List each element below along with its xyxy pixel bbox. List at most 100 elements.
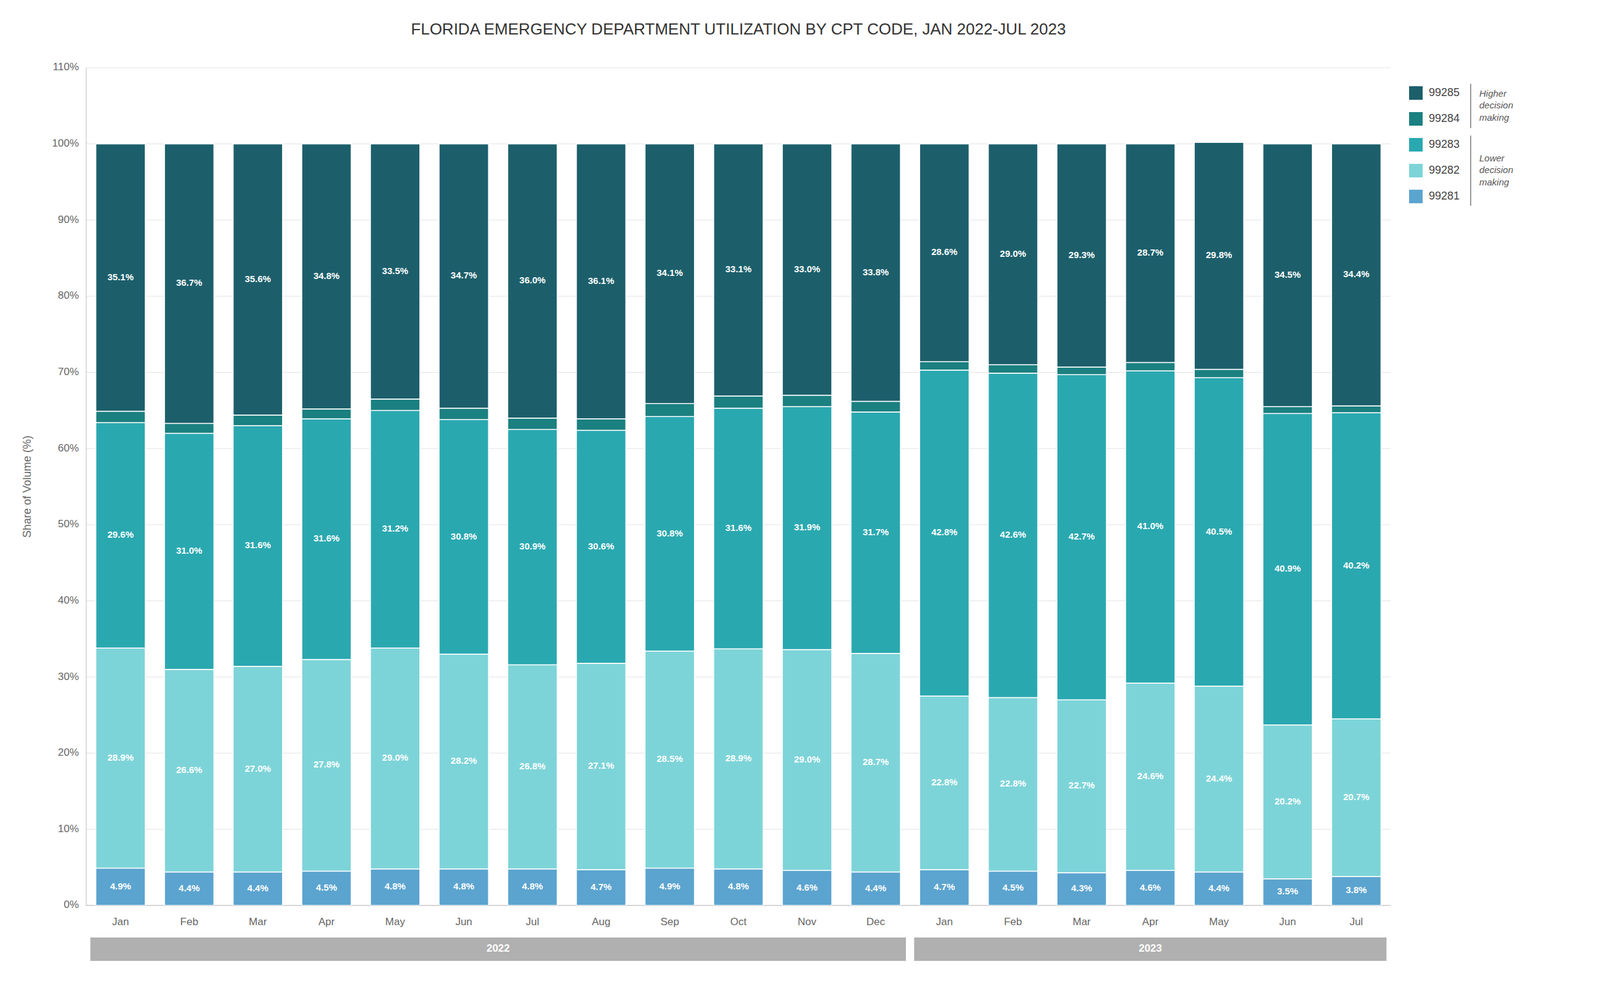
y-tick-label: 0% <box>63 898 79 911</box>
data-label: 31.9% <box>793 521 821 533</box>
bar-segment <box>1331 876 1381 906</box>
data-label: 40.2% <box>1343 559 1370 571</box>
bar-segment <box>96 144 146 412</box>
data-label: 34.7% <box>450 269 478 281</box>
legend-label: 99283 <box>1428 137 1460 151</box>
bar-segment <box>851 653 901 873</box>
bar-segment <box>782 870 832 906</box>
data-label: 36.1% <box>588 275 615 286</box>
x-tick-label: Jul <box>1349 915 1363 928</box>
data-label: 4.6% <box>796 881 818 893</box>
data-labels: 4.9%4.4%4.4%4.5%4.8%4.8%4.8%4.7%4.9%4.8%… <box>107 246 1370 897</box>
data-label: 27.0% <box>244 763 271 774</box>
data-label: 30.9% <box>519 540 546 552</box>
bar-segment <box>1056 367 1107 375</box>
legend: 9928599284992839928299281 <box>1409 86 1460 204</box>
bar-segment <box>782 649 832 871</box>
bar-segment <box>1263 413 1313 725</box>
bar-segment <box>1125 144 1176 363</box>
bar-segment <box>233 144 283 416</box>
y-axis: 0%10%20%30%40%50%60%70%80%90%100%110% <box>52 60 1391 911</box>
y-tick-label: 20% <box>57 746 79 759</box>
bar-segment <box>713 395 764 409</box>
data-label: 26.6% <box>176 764 203 775</box>
bar-segment <box>851 412 901 654</box>
bar-segment <box>919 370 969 696</box>
chart: FLORIDA EMERGENCY DEPARTMENT UTILIZATION… <box>0 0 1600 1004</box>
data-label: 4.4% <box>865 882 887 893</box>
data-label: 31.6% <box>313 532 340 544</box>
data-label: 28.9% <box>725 752 752 764</box>
y-axis-line <box>86 67 87 906</box>
x-tick-label: Apr <box>318 915 336 928</box>
data-label: 4.9% <box>658 880 680 892</box>
x-tick-label: Dec <box>866 915 886 928</box>
bar-segment <box>644 867 695 906</box>
background <box>0 0 1600 1004</box>
y-tick-label: 80% <box>57 289 79 302</box>
bar-segment <box>1056 872 1107 906</box>
data-label: 3.5% <box>1277 885 1299 897</box>
data-label: 28.5% <box>656 753 683 764</box>
grid-line <box>86 67 1391 69</box>
data-label: 28.9% <box>107 751 134 763</box>
bar-segment <box>96 411 146 424</box>
bar-segment <box>370 144 421 400</box>
y-tick-label: 90% <box>57 213 79 226</box>
legend-swatch <box>1409 137 1423 152</box>
y-tick-label: 110% <box>52 60 79 73</box>
bar-segment <box>988 144 1038 366</box>
data-label: 4.4% <box>1208 882 1230 893</box>
bar-segment <box>507 429 557 665</box>
bar-segment <box>507 418 557 430</box>
bar-segment <box>988 697 1038 871</box>
x-tick-label: Jan <box>936 915 953 928</box>
bar-segment <box>370 410 421 648</box>
x-tick-label: Jul <box>525 915 540 928</box>
annotations: 20222023HigherdecisionmakingLowerdecisio… <box>90 83 1514 961</box>
bar-segment <box>439 868 489 906</box>
data-label: 34.5% <box>1274 269 1302 280</box>
data-label: 29.8% <box>1205 249 1233 260</box>
text-line: making <box>1479 111 1510 122</box>
bracket <box>1470 83 1472 129</box>
year-label: 2022 <box>486 942 510 954</box>
bar-segment <box>370 399 421 411</box>
data-label: 34.4% <box>1343 268 1370 279</box>
bar-segment <box>233 872 283 906</box>
data-label: 34.8% <box>313 270 340 281</box>
bar-segment <box>919 695 969 870</box>
bar-segment <box>919 869 969 906</box>
bar-segment <box>713 868 764 906</box>
x-tick-label: Mar <box>1072 915 1092 928</box>
data-label: 42.8% <box>931 526 958 538</box>
bar-segment <box>1194 142 1244 369</box>
x-tick-label: Mar <box>248 915 268 928</box>
bar-segment <box>713 408 764 650</box>
bar-segment <box>644 403 695 417</box>
data-label: 4.8% <box>384 880 406 892</box>
x-tick-label: Jun <box>1279 915 1296 928</box>
bar-segment <box>301 659 352 872</box>
bar-segment <box>164 432 214 669</box>
data-label: 22.8% <box>1000 777 1027 789</box>
bar-segment <box>507 664 557 869</box>
title: FLORIDA EMERGENCY DEPARTMENT UTILIZATION… <box>410 19 1066 39</box>
data-label: 33.0% <box>793 263 821 275</box>
y-tick-label: 40% <box>57 594 79 607</box>
bar-segment <box>370 647 421 869</box>
bar-segment <box>1194 872 1244 906</box>
bar-segment <box>713 144 764 396</box>
x-tick-label: Nov <box>797 915 817 928</box>
data-label: 4.7% <box>933 881 955 892</box>
data-label: 27.1% <box>588 759 615 771</box>
bar-segment <box>233 425 283 667</box>
data-label: 31.6% <box>725 522 752 533</box>
bars <box>96 142 1382 906</box>
y-tick-label: 70% <box>57 365 79 378</box>
bar-segment <box>576 418 626 431</box>
bar-segment <box>1263 878 1313 906</box>
year-band <box>913 937 1387 961</box>
bar-segment <box>1194 369 1244 379</box>
bar-segment <box>96 647 146 868</box>
